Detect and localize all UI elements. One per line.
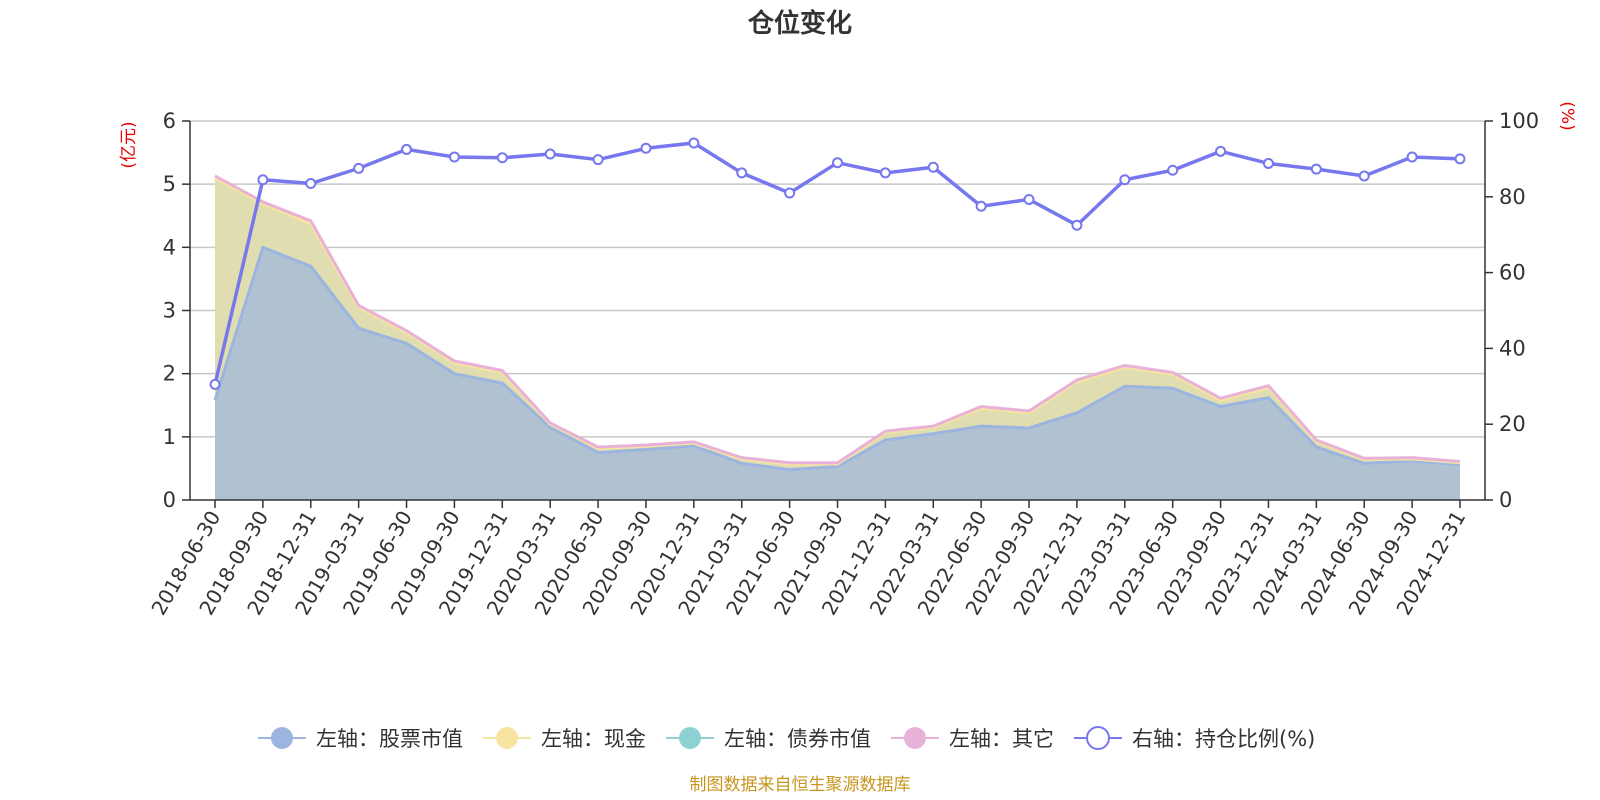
legend-label: 左轴：现金 [541,727,646,751]
stacked-areas [213,174,1461,500]
right-tick-label: 20 [1499,412,1526,436]
legend-label: 左轴：股票市值 [316,727,463,751]
area-edge-左轴：股票市值 [213,245,1461,472]
legend-item: 右轴：持仓比例(%) [1074,726,1315,751]
ratio-point [209,378,221,390]
ratio-point [1262,157,1274,169]
ratio-point [1358,170,1370,182]
left-tick-label: 2 [163,362,176,386]
ratio-point [640,142,652,154]
ratio-point [257,174,269,186]
ratio-point [784,187,796,199]
legend-label: 右轴：持仓比例(%) [1132,727,1315,751]
data-source-note: 制图数据来自恒生聚源数据库 [690,775,911,795]
legend-item: 左轴：现金 [483,727,646,751]
legend: 左轴：股票市值 左轴：现金 左轴：债券市值 左轴：其它 右轴：持仓比例(%) [258,726,1315,751]
legend-marker [904,727,926,749]
legend-label: 左轴：债券市值 [724,727,871,751]
left-tick-label: 5 [163,172,176,196]
ratio-point [1119,174,1131,186]
chart-title: 仓位变化 [747,8,852,39]
ratio-point [1406,151,1418,163]
ratio-point [1167,164,1179,176]
legend-item: 左轴：其它 [891,727,1054,751]
ratio-point [353,162,365,174]
area-edge-左轴：其它 [214,174,1461,465]
ratio-point [544,148,556,160]
legend-item: 左轴：债券市值 [666,727,871,751]
ratio-point [305,178,317,190]
ratio-point [1071,219,1083,231]
right-tick-label: 40 [1499,336,1526,360]
left-tick-label: 3 [163,299,176,323]
left-tick-label: 4 [163,235,176,259]
ratio-point [927,161,939,173]
right-axis-unit: (%) [1557,101,1577,130]
ratio-point [879,167,891,179]
legend-label: 左轴：其它 [949,727,1054,751]
left-tick-label: 1 [163,425,176,449]
left-tick-label: 0 [163,488,176,512]
legend-marker [496,727,518,749]
ratio-point [496,152,508,164]
left-tick-label: 6 [163,109,176,133]
ratio-point [448,151,460,163]
right-tick-label: 80 [1499,185,1526,209]
ratio-point [1215,145,1227,157]
ratio-point [592,154,604,166]
ratio-point [832,157,843,169]
legend-marker [679,727,701,749]
ratio-point [975,200,987,212]
ratio-line [209,137,1466,390]
left-axis-unit: (亿元) [119,121,139,168]
ratio-point [736,167,748,179]
legend-marker [1086,726,1110,750]
right-tick-label: 0 [1499,488,1512,512]
ratio-point [1310,163,1322,175]
ratio-point [401,143,413,155]
ratio-point [1023,193,1035,205]
area-左轴：股票市值 [215,247,1460,500]
right-tick-label: 60 [1499,261,1526,285]
legend-marker [271,727,293,749]
ratio-point [1454,153,1466,165]
ratio-point [688,137,700,149]
legend-item: 左轴：股票市值 [258,727,463,751]
right-tick-label: 100 [1499,109,1539,133]
